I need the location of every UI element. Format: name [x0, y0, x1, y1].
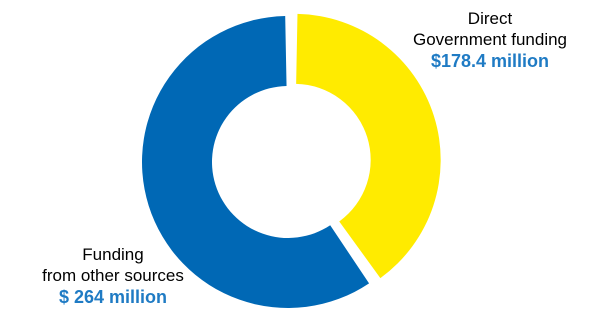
slice-government-funding [296, 13, 441, 279]
slice-other-sources [141, 16, 370, 308]
slice-label-government-line1: Direct [467, 9, 513, 28]
slice-label-government: Direct Government funding $178.4 million [380, 8, 600, 72]
slice-value-other-sources: $ 264 million [58, 287, 168, 307]
slice-value-government: $178.4 million [430, 51, 550, 71]
slice-label-other-sources-line2: from other sources [42, 266, 184, 285]
slice-label-government-line2: Government funding [412, 30, 568, 49]
slice-label-other-sources-line1: Funding [82, 245, 144, 264]
slice-label-other-sources: Funding from other sources $ 264 million [0, 244, 226, 308]
